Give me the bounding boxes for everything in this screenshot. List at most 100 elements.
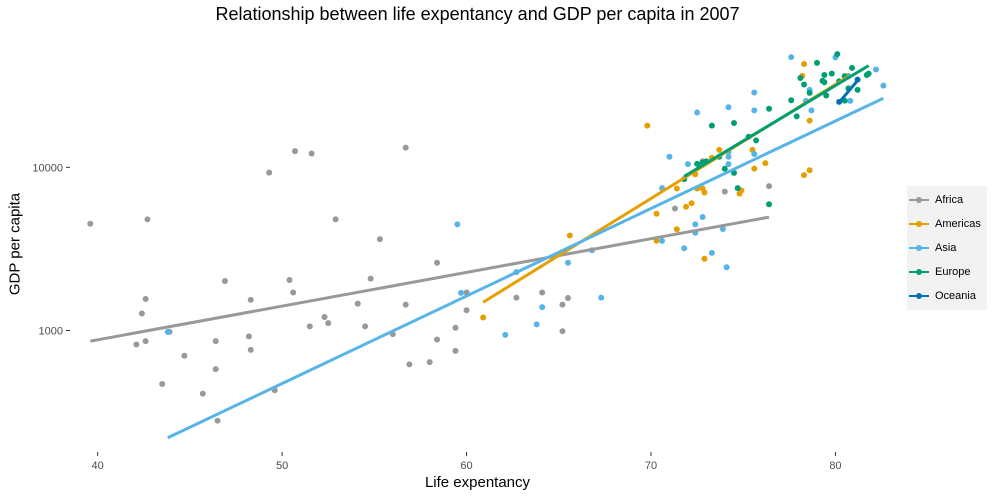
point-americas [701, 255, 708, 262]
point-europe [694, 160, 701, 167]
point-europe [731, 120, 737, 127]
point-africa [308, 150, 315, 157]
chart-title: Relationship between life expentancy and… [215, 4, 740, 24]
point-africa [199, 390, 206, 397]
point-africa [214, 417, 221, 424]
point-africa [332, 216, 339, 223]
legend-item-asia: Asia [907, 236, 987, 260]
point-africa [402, 301, 409, 308]
y-axis-label: GDP per capita [6, 192, 24, 296]
point-europe [821, 79, 828, 86]
point-asia [454, 221, 461, 228]
point-africa [87, 220, 94, 227]
point-asia [880, 82, 887, 89]
point-americas [806, 117, 813, 124]
point-africa [142, 295, 149, 302]
point-asia [666, 153, 673, 160]
point-africa [452, 324, 459, 331]
point-asia [788, 54, 795, 61]
point-africa [434, 259, 441, 266]
point-africa [559, 328, 566, 335]
point-africa [452, 347, 459, 354]
point-africa [671, 205, 678, 212]
point-americas [683, 203, 690, 210]
point-africa [221, 278, 228, 285]
point-asia [539, 304, 546, 311]
legend-label: Oceania [935, 290, 976, 302]
point-americas [480, 314, 487, 321]
legend-key-africa [909, 188, 929, 212]
point-africa [247, 296, 254, 303]
point-asia [847, 97, 854, 104]
point-asia [164, 328, 171, 335]
point-europe [849, 64, 856, 71]
point-europe [823, 92, 830, 99]
point-asia [681, 245, 688, 252]
point-europe [766, 201, 773, 208]
trend-line-oceania [837, 79, 859, 104]
legend-key-europe [909, 260, 929, 284]
point-europe [801, 81, 808, 88]
x-tick-label: 40 [92, 460, 104, 472]
point-europe [865, 70, 872, 77]
point-africa [321, 313, 328, 320]
point-americas [644, 122, 651, 129]
point-europe [734, 185, 741, 192]
point-americas [762, 160, 769, 167]
legend-item-europe: Europe [907, 260, 987, 284]
point-asia [719, 225, 726, 232]
point-americas [653, 210, 660, 217]
point-americas [801, 172, 808, 179]
point-asia [502, 331, 509, 338]
x-axis-label: Life expentancy [424, 474, 531, 491]
legend-label: Americas [935, 218, 981, 230]
point-africa [513, 294, 520, 301]
point-asia [565, 259, 571, 266]
point-europe [753, 137, 760, 144]
point-americas [751, 165, 758, 172]
point-africa [565, 295, 571, 302]
point-africa [376, 236, 383, 243]
point-asia [751, 151, 758, 158]
point-africa [292, 148, 299, 155]
point-africa [434, 336, 441, 343]
point-asia [708, 249, 715, 256]
point-africa [539, 289, 546, 296]
point-americas [806, 167, 813, 174]
y-tick-label: 1000 [39, 325, 63, 337]
point-europe [821, 71, 828, 78]
point-africa [362, 323, 369, 330]
point-africa [159, 380, 166, 387]
point-africa [212, 338, 219, 345]
x-tick-label: 80 [829, 460, 841, 472]
point-europe [834, 51, 841, 58]
point-africa [286, 276, 293, 283]
point-africa [144, 216, 151, 223]
point-americas [688, 200, 695, 207]
point-europe [788, 97, 795, 104]
point-asia [659, 237, 666, 244]
point-africa [766, 183, 773, 190]
trend-line-asia [167, 96, 885, 440]
point-africa [354, 300, 361, 307]
point-americas [801, 61, 808, 68]
point-europe [814, 59, 820, 66]
legend: Africa Americas Asia Europe Oceania [907, 186, 987, 310]
legend-item-oceania: Oceania [907, 284, 987, 308]
point-europe [766, 105, 773, 112]
point-asia [873, 66, 880, 73]
point-africa [181, 352, 188, 359]
point-africa [463, 307, 470, 314]
point-asia [458, 289, 465, 296]
point-asia [533, 321, 540, 328]
trend-line-africa [90, 215, 770, 343]
point-europe [797, 74, 804, 81]
point-asia [725, 153, 732, 160]
point-americas [716, 146, 723, 153]
point-asia [723, 264, 730, 271]
point-asia [725, 161, 732, 168]
point-asia [598, 294, 605, 301]
point-europe [721, 165, 728, 172]
legend-key-americas [909, 212, 929, 236]
point-asia [694, 109, 701, 116]
